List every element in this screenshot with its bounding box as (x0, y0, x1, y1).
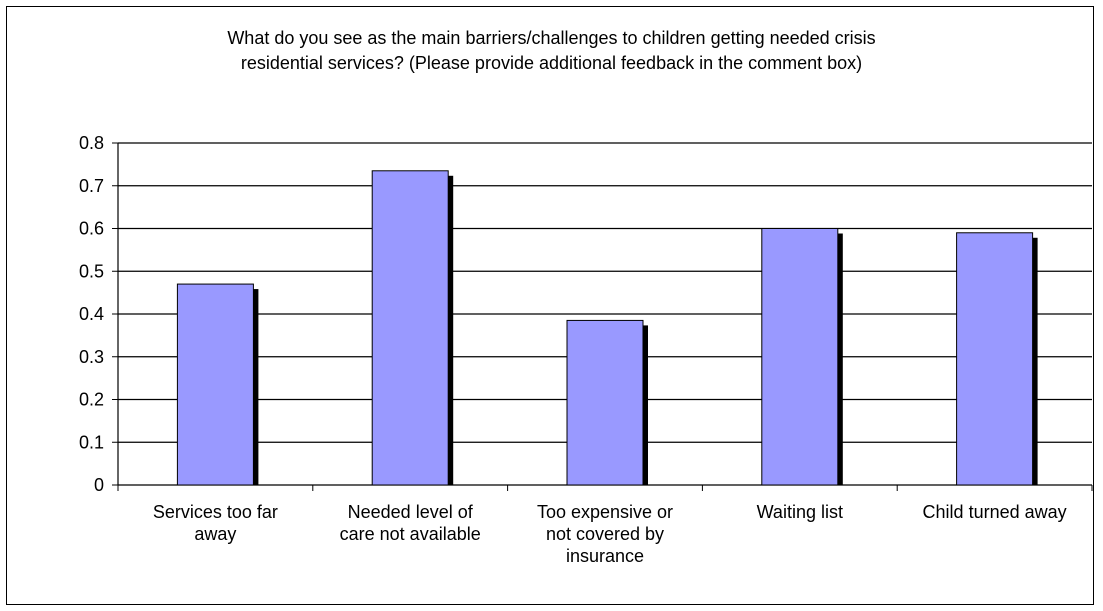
y-tick-label: 0.5 (79, 261, 104, 281)
chart-title-line-2: residential services? (Please provide ad… (240, 53, 863, 73)
bar (566, 319, 644, 486)
chart-title-line-1: What do you see as the main barriers/cha… (227, 28, 876, 48)
x-category-label: Needed level of (348, 502, 474, 522)
bar (371, 170, 449, 486)
x-category-label: Too expensive or (537, 502, 673, 522)
y-tick-label: 0.7 (79, 176, 104, 196)
y-tick-label: 0 (94, 475, 104, 495)
x-category-label: away (194, 524, 236, 544)
x-category-label: care not available (340, 524, 481, 544)
bar (761, 228, 839, 486)
x-category-label: insurance (566, 546, 644, 566)
bar (956, 232, 1034, 486)
x-category-label: Services too far (153, 502, 278, 522)
y-tick-label: 0.1 (79, 432, 104, 452)
bar (176, 283, 254, 486)
y-tick-label: 0.4 (79, 304, 104, 324)
chart-title: What do you see as the main barriers/cha… (0, 26, 1103, 76)
x-category-label: Child turned away (923, 502, 1067, 522)
y-tick-label: 0.3 (79, 347, 104, 367)
y-tick-label: 0.2 (79, 390, 104, 410)
x-category-label: Waiting list (757, 502, 843, 522)
y-tick-label: 0.6 (79, 219, 104, 239)
x-category-label: not covered by (546, 524, 664, 544)
y-tick-label: 0.8 (79, 133, 104, 153)
